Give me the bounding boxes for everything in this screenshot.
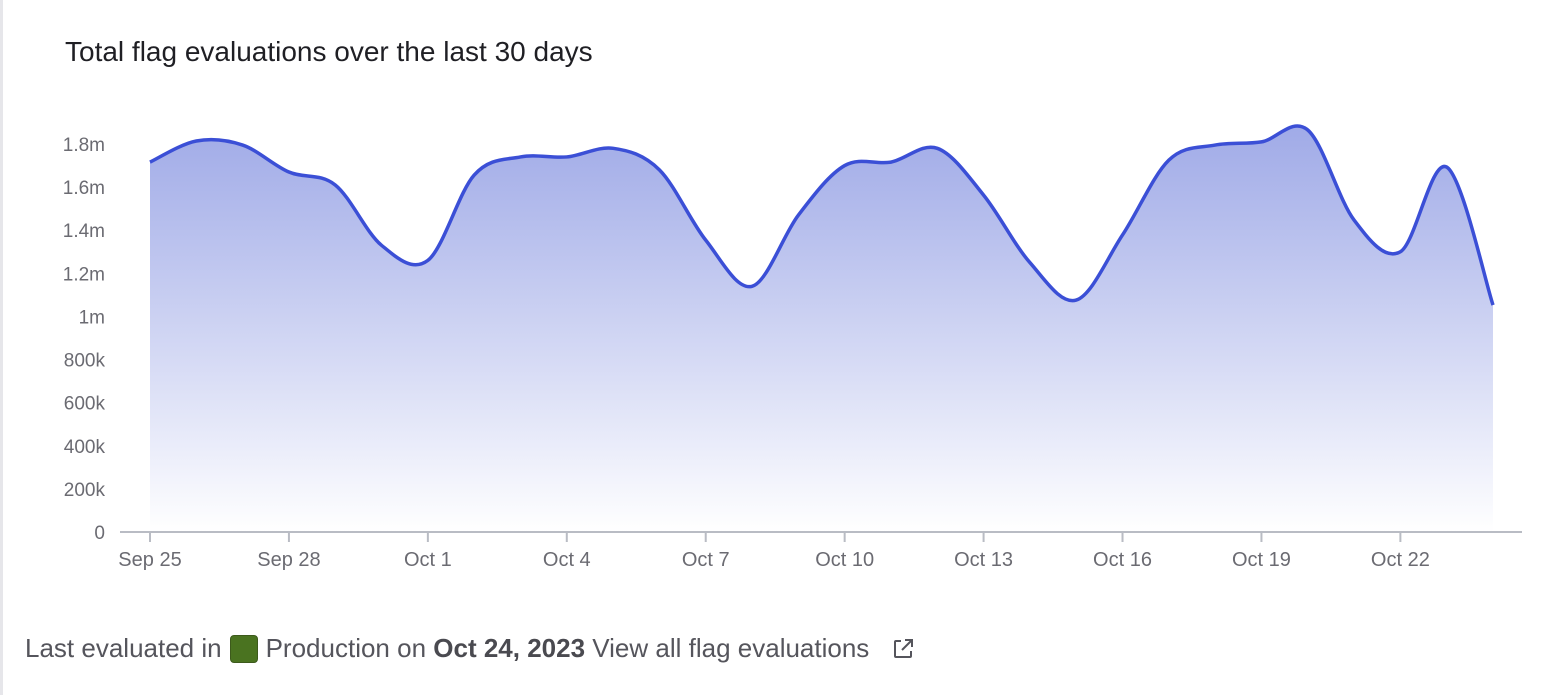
y-tick-label: 600k	[64, 394, 106, 415]
y-tick-label: 800k	[64, 351, 106, 372]
x-tick-label: Oct 16	[1093, 549, 1152, 571]
series-line	[149, 124, 1495, 306]
panel-left-border	[0, 0, 3, 695]
last-evaluated-label: Last evaluated in	[25, 633, 222, 663]
y-tick-label: 1.4m	[63, 221, 105, 242]
y-tick-label: 200k	[64, 480, 106, 501]
y-tick-label: 1.2m	[63, 264, 105, 285]
y-tick-label: 1.6m	[63, 178, 105, 199]
view-all-evaluations-link[interactable]: View all flag evaluations	[585, 633, 870, 663]
external-link-icon[interactable]	[891, 637, 915, 661]
y-tick-label: 0	[94, 523, 105, 544]
area-fill	[150, 125, 1493, 532]
evaluations-area-chart: 0 200k 400k 600k 800k 1m 1.2m 1.4m 1.6m 1.8m Sep 2…	[63, 124, 1522, 571]
y-tick-label: 1.8m	[63, 135, 105, 156]
x-tick-label: Sep 28	[257, 549, 320, 571]
x-tick-label: Oct 4	[543, 549, 591, 571]
x-tick-label: Sep 25	[118, 549, 181, 571]
y-tick-label: 400k	[64, 437, 106, 458]
last-evaluated-footer: Last evaluated in Production on Oct 24, …	[25, 633, 915, 664]
x-tick-label: Oct 13	[954, 549, 1013, 571]
environment-color-swatch	[229, 634, 258, 663]
y-tick-label: 1m	[79, 307, 105, 328]
x-tick-label: Oct 10	[815, 549, 874, 571]
x-tick-label: Oct 22	[1371, 549, 1430, 571]
last-evaluated-date: Oct 24, 2023	[433, 633, 586, 663]
x-tick-label: Oct 7	[682, 549, 730, 571]
chart-title: Total flag evaluations over the last 30 …	[65, 36, 593, 67]
on-label: on	[389, 633, 434, 663]
environment-name: Production	[265, 633, 390, 663]
x-tick-label: Oct 19	[1232, 549, 1291, 571]
x-tick-label: Oct 1	[404, 549, 452, 571]
